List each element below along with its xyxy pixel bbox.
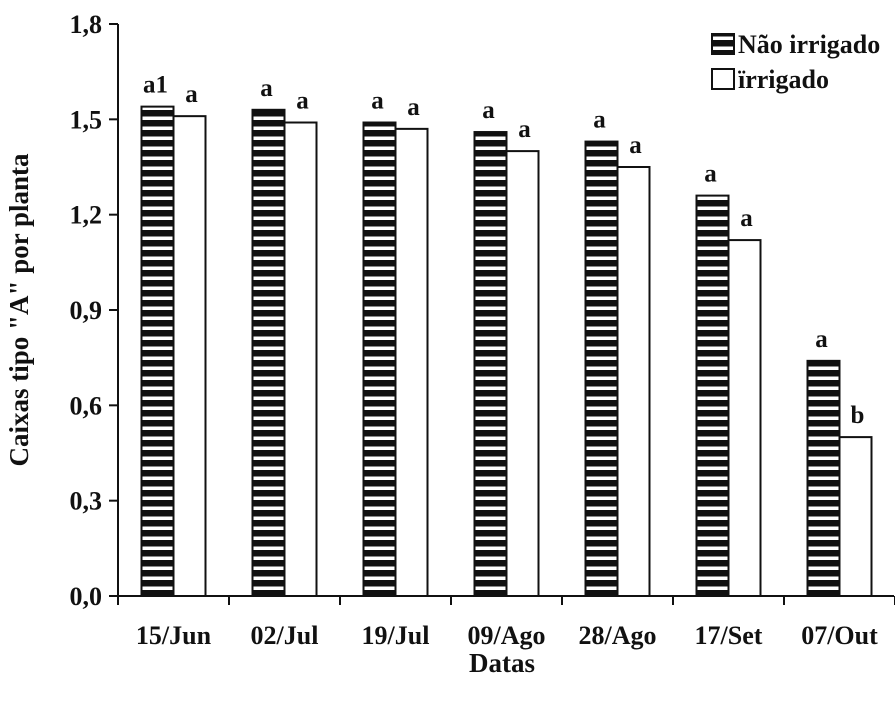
y-tick-label: 1,2	[70, 201, 103, 230]
data-label: a	[704, 161, 717, 188]
x-tick-label: 19/Jul	[362, 621, 430, 650]
data-label: a	[296, 88, 309, 115]
bars-group	[140, 105, 873, 598]
y-axis-title: Caixas tipo "A" por planta	[4, 153, 34, 467]
bar-nao-irrigado	[140, 105, 175, 597]
bar-nao-irrigado	[251, 108, 286, 598]
y-tick-label: 1,5	[70, 105, 103, 134]
y-tick-label: 0,3	[70, 487, 103, 516]
y-tick-label: 0,6	[70, 391, 103, 420]
bar-irrigado	[172, 115, 207, 598]
y-tick-label: 1,8	[70, 10, 103, 39]
data-label: a	[185, 81, 198, 108]
legend: Não irrigado ïrrigado	[711, 30, 880, 94]
data-label: a	[593, 107, 606, 134]
x-tick-label: 15/Jun	[136, 621, 212, 650]
data-label: a	[815, 326, 828, 353]
x-tick-label: 07/Out	[801, 621, 878, 650]
bar-irrigado	[838, 436, 873, 597]
data-label: a	[371, 88, 384, 115]
y-ticks-group: 0,0 0,3 0,6 0,9 1,2 1,5 1,8	[70, 10, 118, 611]
bar-nao-irrigado	[695, 194, 730, 597]
bar-nao-irrigado	[362, 121, 397, 597]
data-label: a	[629, 132, 642, 159]
legend-swatch-irrigado	[711, 68, 735, 90]
legend-swatch-nao-irrigado	[711, 33, 735, 55]
y-tick-label: 0,9	[70, 296, 103, 325]
bar-irrigado	[616, 166, 651, 597]
legend-label-nao-irrigado: Não irrigado	[738, 30, 880, 59]
data-label: a	[482, 97, 495, 124]
data-label: a	[260, 75, 273, 102]
data-label: b	[851, 402, 865, 429]
x-tick-label: 17/Set	[695, 621, 763, 650]
x-tick-label: 28/Ago	[579, 621, 657, 650]
bar-irrigado	[727, 239, 762, 597]
bar-irrigado	[283, 121, 318, 597]
legend-label-irrigado: ïrrigado	[738, 65, 829, 94]
x-ticks-group: 15/Jun 02/Jul 19/Jul 09/Ago 28/Ago 17/Set 07/O…	[117, 596, 895, 650]
x-tick-label: 02/Jul	[251, 621, 319, 650]
bar-irrigado	[505, 150, 540, 597]
bar-nao-irrigado	[473, 131, 508, 598]
y-tick-label: 0,0	[70, 582, 103, 611]
bar-irrigado	[394, 127, 429, 597]
data-label: a	[740, 205, 753, 232]
data-label: a	[407, 94, 420, 121]
bar-nao-irrigado	[806, 359, 841, 597]
data-label: a	[518, 116, 531, 143]
bar-nao-irrigado	[584, 140, 619, 597]
x-tick-label: 09/Ago	[468, 621, 546, 650]
data-label: a1	[143, 72, 168, 99]
x-axis-title: Datas	[469, 648, 535, 678]
